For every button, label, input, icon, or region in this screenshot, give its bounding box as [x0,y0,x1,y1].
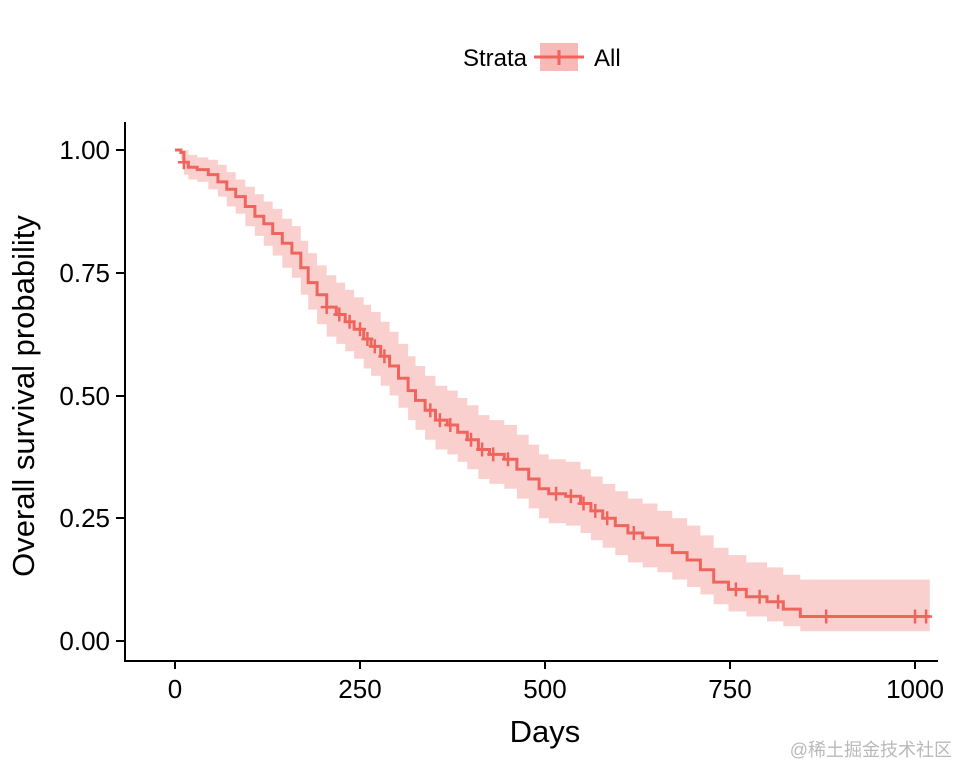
x-axis-ticks [174,661,916,669]
censor-mark [433,413,446,428]
censor-mark [361,332,374,346]
censor-mark [502,452,514,467]
x-tick-label: 750 [708,674,751,704]
censor-mark [177,155,190,170]
censor-mark [444,418,457,432]
censor-mark [601,511,614,526]
x-tick-label: 500 [523,674,566,704]
legend: Strata All [463,43,621,72]
censor-mark [729,582,742,597]
ci-ribbon [175,150,930,632]
legend-title: Strata [463,45,528,72]
y-axis-ticks [116,149,124,642]
x-axis-tick-labels: 0 250 500 750 1000 [168,674,944,704]
censor-mark [424,403,437,418]
y-tick-label: 0.25 [59,503,110,533]
censor-mark [487,447,500,462]
censor-mark [920,609,933,624]
censor-mark [820,609,833,624]
censor-mark [589,503,602,518]
x-tick-label: 250 [338,674,381,704]
censor-mark [320,300,333,315]
censor-mark [577,496,590,511]
censor-mark [465,432,477,447]
watermark-text: @稀土掘金技术社区 [790,740,952,760]
legend-item-label: All [594,45,621,72]
x-tick-label: 0 [168,674,182,704]
y-tick-label: 0.50 [59,381,110,411]
censor-mark [354,322,366,337]
censor-mark [909,609,921,624]
y-tick-label: 1.00 [59,135,110,165]
censor-mark [772,594,785,609]
censor-marks [177,155,933,624]
censor-mark [564,489,577,504]
survival-curve [175,148,930,618]
x-axis-title: Days [510,714,581,749]
x-tick-label: 1000 [886,674,944,704]
censor-mark [627,526,640,540]
censor-mark [343,314,356,329]
y-tick-label: 0.75 [59,258,110,288]
censor-mark [753,589,766,604]
censor-mark [378,349,391,364]
censor-mark [368,339,381,354]
y-tick-label: 0.00 [59,626,110,656]
censor-mark [333,307,346,322]
y-axis-title: Overall survival probability [6,215,41,577]
censor-mark [476,442,489,457]
censor-mark [550,486,563,501]
y-axis-tick-labels: 0.00 0.25 0.50 0.75 1.00 [59,135,110,656]
